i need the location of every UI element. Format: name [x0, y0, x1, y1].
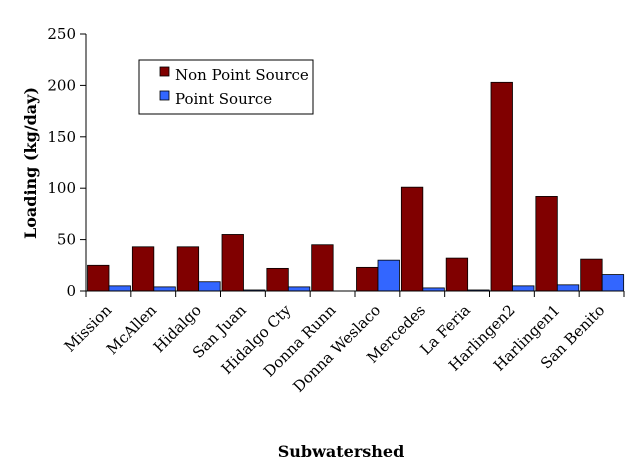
y-tick-label: 100	[47, 179, 76, 197]
bar-non-point-source-san-juan	[221, 234, 244, 292]
bar-point-source-donna-weslaco	[377, 259, 400, 292]
y-tick-label: 0	[66, 282, 76, 300]
legend-swatch-non-point-source	[159, 66, 170, 77]
bar-non-point-source-donna-weslaco	[356, 266, 379, 292]
legend: Non Point Source Point Source	[138, 59, 314, 115]
y-tick-label: 50	[57, 231, 76, 249]
bar-point-source-hidalgo-cty	[287, 286, 311, 292]
axes-group	[85, 34, 625, 297]
legend-label-point-source: Point Source	[175, 90, 272, 108]
bar-point-source-hidalgo	[198, 281, 221, 292]
bar-non-point-source-hidalgo-cty	[266, 267, 289, 292]
bar-non-point-source-mcallen	[131, 246, 155, 292]
bar-non-point-source-harlingen1	[535, 196, 558, 292]
category-label: McAllen	[103, 301, 160, 358]
bar-point-source-harlingen1	[556, 284, 580, 292]
bar-point-source-san-benito	[601, 274, 625, 292]
y-tick-label: 150	[47, 128, 76, 146]
bars-group	[87, 81, 625, 292]
y-axis-title: Loading (kg/day)	[21, 87, 40, 239]
bar-non-point-source-mission	[87, 264, 110, 292]
bar-non-point-source-hidalgo	[176, 246, 200, 292]
bar-point-source-mission	[108, 285, 131, 292]
bar-point-source-harlingen2	[512, 285, 535, 292]
y-tick-label: 200	[47, 76, 76, 94]
legend-box	[138, 59, 314, 115]
bar-point-source-mcallen	[153, 286, 176, 292]
bar-non-point-source-la-feria	[445, 257, 469, 292]
legend-label-non-point-source: Non Point Source	[175, 66, 309, 84]
bar-non-point-source-harlingen2	[490, 81, 513, 292]
bar-non-point-source-san-benito	[580, 258, 603, 292]
bar-non-point-source-mercedes	[400, 186, 424, 292]
y-tick-label: 250	[47, 25, 76, 43]
x-axis-title: Subwatershed	[278, 442, 405, 461]
legend-swatch-point-source	[159, 90, 170, 101]
y-ticks-group: 0 50 100 150 200 250	[47, 25, 86, 300]
bar-non-point-source-donna-runn	[311, 244, 334, 292]
